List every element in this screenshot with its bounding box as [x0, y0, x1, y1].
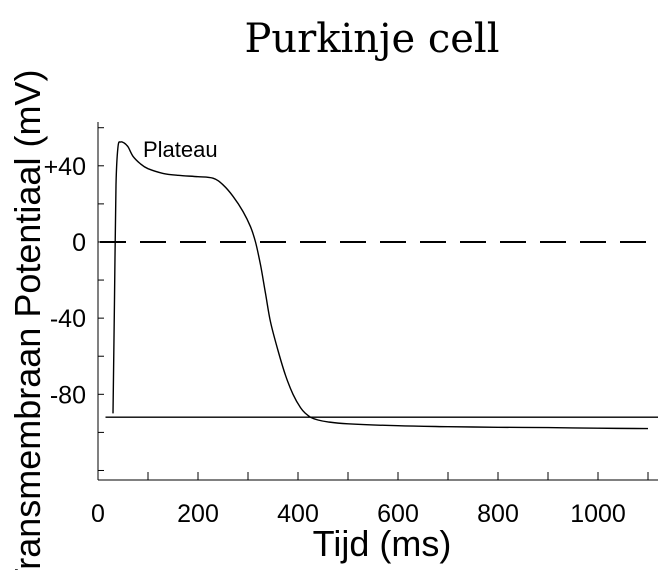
y-tick-label: +40 [44, 153, 86, 181]
plateau-annotation: Plateau [143, 137, 218, 162]
x-tick-label: 400 [277, 500, 319, 528]
reference-lines [100, 240, 658, 418]
x-ticks: 0 200 400 600 800 1000 [91, 472, 649, 528]
x-tick-label: 600 [377, 500, 419, 528]
action-potential-curve [112, 141, 649, 430]
chart-title: Purkinje cell [244, 16, 499, 62]
y-tick-label: 0 [72, 229, 86, 257]
x-tick-label: 200 [177, 500, 219, 528]
x-axis-label: Tijd (ms) [313, 523, 452, 564]
y-ticks: +40 0 -40 -80 [44, 127, 104, 471]
y-tick-label: -80 [50, 381, 86, 409]
series-group [112, 141, 649, 430]
axes [97, 122, 658, 481]
y-axis-label: Transmembraan Potentiaal (mV) [7, 70, 48, 570]
x-tick-label: 800 [477, 500, 519, 528]
x-tick-label: 0 [91, 500, 105, 528]
y-tick-label: -40 [50, 305, 86, 333]
x-tick-label: 1000 [570, 500, 626, 528]
